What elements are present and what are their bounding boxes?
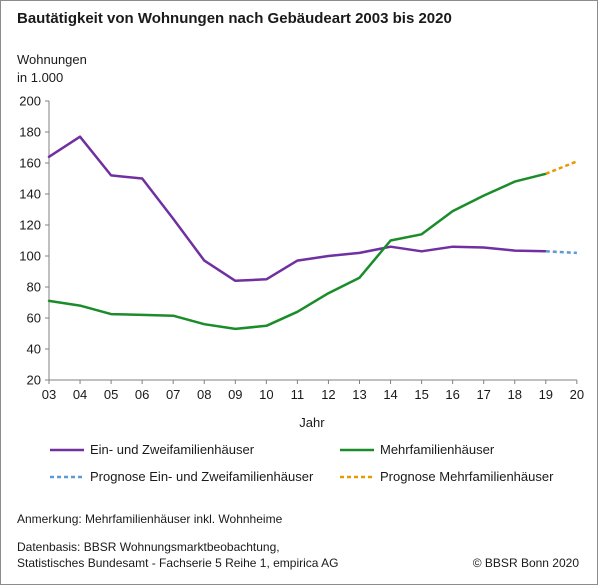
- x-tick-label: 16: [445, 387, 459, 402]
- x-tick-label: 06: [135, 387, 149, 402]
- x-axis-label: Jahr: [299, 415, 325, 430]
- y-axis-label-line1: Wohnungen: [17, 52, 87, 67]
- series-line-efh: [47, 135, 548, 283]
- x-tick-label: 15: [414, 387, 428, 402]
- legend-swatch-prognose-mfh: [340, 475, 374, 479]
- copyright-credit: © BBSR Bonn 2020: [472, 556, 579, 570]
- legend-label-mfh: Mehrfamilienhäuser: [380, 442, 495, 457]
- x-tick-label: 10: [259, 387, 273, 402]
- x-tick-label: 19: [539, 387, 553, 402]
- y-tick-label: 140: [19, 187, 41, 202]
- legend-label-prognose-efh: Prognose Ein- und Zweifamilienhäuser: [90, 469, 314, 484]
- legend-swatch-mfh: [340, 448, 374, 452]
- x-tick-label: 05: [104, 387, 118, 402]
- x-tick-label: 18: [508, 387, 522, 402]
- x-tick-label: 20: [570, 387, 584, 402]
- x-tick-label: 08: [197, 387, 211, 402]
- legend-label-efh: Ein- und Zweifamilienhäuser: [90, 442, 255, 457]
- legend-swatch-prognose-efh: [50, 475, 84, 479]
- series-line-mfh: [47, 172, 548, 331]
- y-tick-label: 80: [27, 280, 41, 295]
- x-tick-label: 17: [476, 387, 490, 402]
- legend-swatch-efh: [50, 448, 84, 452]
- x-tick-label: 13: [352, 387, 366, 402]
- x-tick-label: 07: [166, 387, 180, 402]
- y-tick-label: 180: [19, 125, 41, 140]
- annotation-note: Anmerkung: Mehrfamilienhäuser inkl. Wohn…: [17, 512, 283, 526]
- x-tick-label: 04: [73, 387, 87, 402]
- series-line-prognose-efh: [545, 250, 577, 255]
- y-tick-label: 200: [19, 94, 41, 109]
- y-tick-label: 160: [19, 156, 41, 171]
- x-tick-label: 12: [321, 387, 335, 402]
- y-tick-label: 40: [27, 342, 41, 357]
- y-tick-label: 60: [27, 311, 41, 326]
- legend-label-prognose-mfh: Prognose Mehrfamilienhäuser: [380, 469, 554, 484]
- source-line-1: Datenbasis: BBSR Wohnungsmarktbeobachtun…: [17, 540, 280, 554]
- y-tick-label: 120: [19, 218, 41, 233]
- y-axis-label-line2: in 1.000: [17, 70, 64, 85]
- x-tick-label: 03: [42, 387, 56, 402]
- chart-title: Bautätigkeit von Wohnungen nach Gebäudea…: [17, 10, 452, 27]
- source-line-2: Statistisches Bundesamt - Fachserie 5 Re…: [17, 556, 339, 570]
- series-line-prognose-mfh: [545, 160, 578, 175]
- y-tick-label: 100: [19, 249, 41, 264]
- x-tick-label: 14: [383, 387, 397, 402]
- x-tick-label: 11: [291, 387, 305, 402]
- x-tick-label: 09: [228, 387, 242, 402]
- y-tick-label: 20: [27, 373, 41, 388]
- line-chart: 20 40 60 80 100 120 140 160 180 200 03 04 05 06 07 08 09…: [19, 94, 584, 431]
